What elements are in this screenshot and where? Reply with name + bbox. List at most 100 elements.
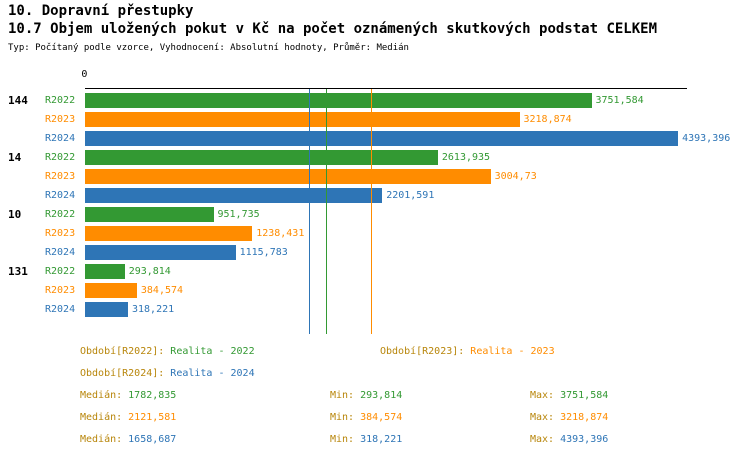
bar [85,131,679,146]
bar-group: 10 R2022 951,735 R2023 1238,431 R2024 1115,783 [0,207,750,260]
bar-row: R2023 3218,874 [0,112,750,127]
stat-value: 318,221 [360,434,403,445]
stat-min-r2022: Min: 293,814 [330,390,402,401]
bar-value-label: 384,574 [140,285,184,296]
stat-label: Max: [530,434,555,445]
bar-row: 14 R2022 2613,935 [0,150,750,165]
bar-row: R2023 3004,73 [0,169,750,184]
stat-label: Medián: [80,390,123,401]
stat-median-r2022: Medián: 1782,835 [80,390,176,401]
stat-label: Max: [530,412,555,423]
bar-value-label: 951,735 [217,209,260,220]
legend-item-r2024: Období[R2024]: Realita - 2024 [80,368,255,379]
group-label: 144 [8,94,28,107]
stat-value: 384,574 [360,412,403,423]
bar [85,302,128,317]
legend-value: Realita - 2022 [170,346,255,357]
page-title: 10. Dopravní přestupky [8,3,194,19]
bar [85,112,520,127]
stat-max-r2022: Max: 3751,584 [530,390,608,401]
stat-max-r2023: Max: 3218,874 [530,412,608,423]
bar-row: R2023 384,574 [0,283,750,298]
legend-item-r2022: Období[R2022]: Realita - 2022 [80,346,255,357]
chart-meta: Typ: Počítaný podle vzorce, Vyhodnocení:… [8,43,409,53]
bar-row: 10 R2022 951,735 [0,207,750,222]
bar-group: 131 R2022 293,814 R2023 384,574 R2024 318,221 [0,264,750,317]
stat-max-r2024: Max: 4393,396 [530,434,608,445]
legend-key: Období[R2023]: [380,346,465,357]
bar-row: R2024 4393,396 [0,131,750,146]
series-tick-label: R2022 [45,95,76,106]
stat-value: 3751,584 [560,390,609,401]
bar-value-label: 293,814 [128,266,171,277]
stat-median-r2023: Medián: 2121,581 [80,412,176,423]
bar-value-label: 4393,396 [682,133,731,144]
group-label: 14 [8,151,22,164]
stat-value: 3218,874 [560,412,609,423]
bar-row: R2024 318,221 [0,302,750,317]
stat-value: 293,814 [360,390,403,401]
legend-key: Období[R2022]: [80,346,165,357]
series-tick-label: R2023 [45,228,76,239]
bar [85,169,491,184]
series-tick-label: R2022 [45,209,76,220]
bar-chart: 144 R2022 3751,584 R2023 3218,874 R2024 4393,3… [0,88,750,340]
x-axis-zero-label: 0 [81,69,88,80]
stat-value: 1782,835 [128,390,177,401]
bar-value-label: 3004,73 [494,171,537,182]
group-label: 131 [8,265,28,278]
bar [85,245,236,260]
stat-value: 4393,396 [560,434,609,445]
bar-value-label: 2201,591 [386,190,435,201]
stat-label: Medián: [80,434,123,445]
median-line [371,89,373,334]
legend-value: Realita - 2024 [170,368,255,379]
series-tick-label: R2024 [45,133,76,144]
bar-value-label: 1115,783 [239,247,288,258]
legend-value: Realita - 2023 [470,346,555,357]
series-tick-label: R2024 [45,190,76,201]
bar-value-label: 2613,935 [441,152,491,163]
median-line [325,89,327,334]
stat-label: Min: [330,390,355,401]
group-label: 10 [8,208,22,221]
bar [85,264,125,279]
bar [85,283,137,298]
bar-row: R2024 2201,591 [0,188,750,203]
legend-key: Období[R2024]: [80,368,165,379]
bar-value-label: 3218,874 [523,114,572,125]
legend-item-r2023: Období[R2023]: Realita - 2023 [380,346,555,357]
stat-label: Min: [330,412,355,423]
series-tick-label: R2022 [45,266,76,277]
stat-value: 2121,581 [128,412,177,423]
x-axis-line [85,88,687,89]
series-tick-label: R2022 [45,152,76,163]
series-tick-label: R2024 [45,247,76,258]
series-tick-label: R2023 [45,285,76,296]
chart-title: 10.7 Objem uložených pokut v Kč na počet… [8,21,658,37]
bar [85,226,253,241]
series-tick-label: R2023 [45,171,76,182]
bar [85,188,383,203]
bar-row: 144 R2022 3751,584 [0,93,750,108]
bar [85,93,592,108]
bar [85,207,214,222]
stat-median-r2024: Medián: 1658,687 [80,434,176,445]
stat-min-r2023: Min: 384,574 [330,412,402,423]
bar-value-label: 1238,431 [256,228,305,239]
stat-value: 1658,687 [128,434,177,445]
bar-row: R2024 1115,783 [0,245,750,260]
bar [85,150,438,165]
bar-group: 14 R2022 2613,935 R2023 3004,73 R2024 2201,591 [0,150,750,203]
bar-row: 131 R2022 293,814 [0,264,750,279]
bar-value-label: 3751,584 [595,95,644,106]
stat-min-r2024: Min: 318,221 [330,434,402,445]
bar-row: R2023 1238,431 [0,226,750,241]
bar-group: 144 R2022 3751,584 R2023 3218,874 R2024 4393,3… [0,93,750,146]
bar-value-label: 318,221 [132,304,175,315]
series-tick-label: R2024 [45,304,76,315]
stat-label: Max: [530,390,555,401]
stat-label: Medián: [80,412,123,423]
stat-label: Min: [330,434,355,445]
